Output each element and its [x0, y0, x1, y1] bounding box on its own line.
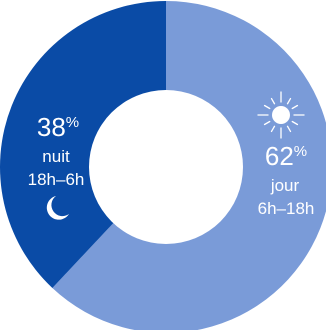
sun-icon: [257, 91, 305, 139]
slice-nuit: [0, 1, 166, 289]
donut-hole: [89, 90, 243, 244]
day-slice-labels: 62% jour 6h–18h: [257, 91, 315, 218]
night-percent-label: 38%: [37, 112, 79, 142]
moon-icon: [46, 196, 69, 220]
night-slice-labels: 38% nuit 18h–6h: [28, 112, 85, 220]
night-time-range: 18h–6h: [28, 170, 85, 189]
day-label: jour: [270, 176, 300, 195]
day-percent-label: 62%: [265, 141, 307, 171]
day-time-range: 6h–18h: [258, 199, 315, 218]
night-label: nuit: [42, 147, 70, 166]
